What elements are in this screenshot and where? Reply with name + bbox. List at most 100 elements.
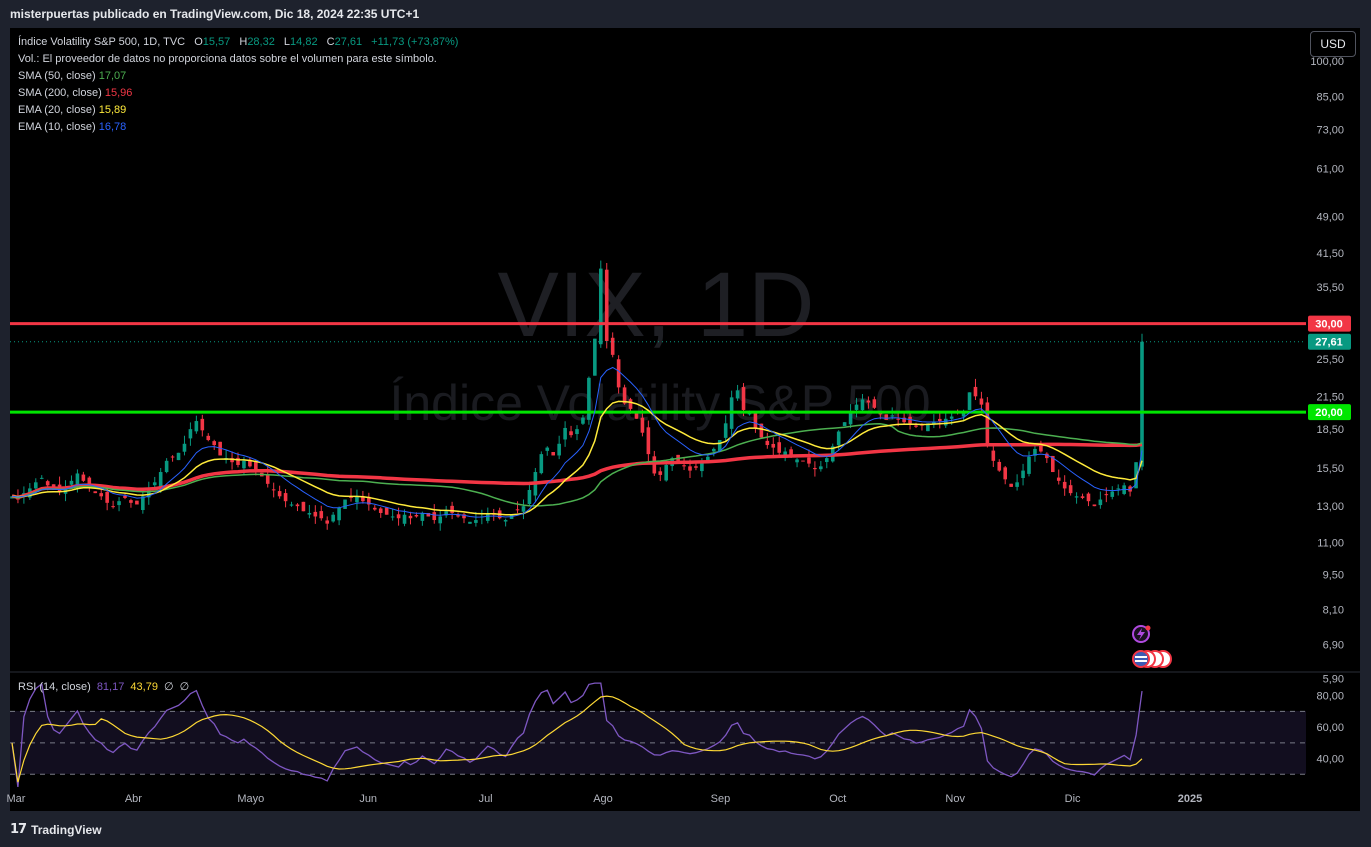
candle[interactable] [587, 376, 591, 425]
time-axis[interactable]: Mar Abr Mayo Jun Jul Ago Sep Oct Nov Dic 2025 [7, 793, 1203, 805]
candle[interactable] [842, 422, 847, 427]
candle[interactable] [1110, 486, 1115, 500]
candle[interactable] [1068, 479, 1073, 496]
candle[interactable] [563, 421, 567, 447]
candle[interactable] [598, 260, 603, 348]
candle[interactable] [1086, 492, 1091, 507]
candle[interactable] [408, 511, 413, 525]
candle[interactable] [848, 404, 853, 429]
candle[interactable] [283, 489, 288, 508]
candle[interactable] [462, 512, 466, 524]
tradingview-logo[interactable]: 17 TradingView [10, 822, 102, 837]
candle[interactable] [1050, 455, 1055, 473]
candle[interactable] [129, 498, 133, 508]
candle[interactable] [753, 411, 758, 433]
candle[interactable] [967, 392, 972, 410]
candle[interactable] [1098, 491, 1103, 509]
candle[interactable] [539, 451, 544, 475]
candle[interactable] [468, 521, 472, 524]
candle[interactable] [372, 505, 377, 511]
candle[interactable] [985, 397, 990, 448]
candle[interactable] [420, 511, 425, 526]
candle[interactable] [581, 414, 585, 425]
candle[interactable] [349, 488, 353, 502]
candle[interactable] [277, 485, 282, 499]
candle[interactable] [105, 485, 109, 511]
rsi-ma-line[interactable] [11, 695, 1143, 783]
candle[interactable] [937, 412, 942, 429]
rsi-line[interactable] [11, 682, 1143, 787]
candle[interactable] [343, 499, 347, 509]
candle[interactable] [176, 452, 181, 461]
candle[interactable] [711, 447, 716, 457]
candle[interactable] [206, 433, 211, 442]
candle[interactable] [1092, 504, 1097, 507]
candle[interactable] [593, 338, 597, 376]
rsi-pane[interactable]: 80,00 60,00 40,00 [10, 682, 1344, 787]
candle[interactable] [783, 447, 787, 462]
candle[interactable] [527, 484, 532, 507]
candle[interactable] [355, 489, 359, 510]
candle[interactable] [188, 422, 193, 446]
candle[interactable] [402, 509, 407, 527]
candle[interactable] [1062, 475, 1067, 496]
candle[interactable] [152, 476, 157, 488]
candle[interactable] [1003, 465, 1008, 485]
candle[interactable] [200, 414, 205, 437]
candle[interactable] [378, 507, 383, 518]
price-axis[interactable]: 100,00 85,00 73,00 61,00 49,00 41,50 35,50 30,0… [1310, 56, 1344, 686]
candle[interactable] [997, 459, 1002, 472]
candle[interactable] [795, 458, 799, 468]
candle[interactable] [301, 501, 306, 512]
candle[interactable] [146, 481, 151, 505]
us-flag-icon[interactable] [1132, 650, 1150, 668]
candle[interactable] [384, 507, 389, 515]
candle[interactable] [307, 504, 312, 519]
candle[interactable] [604, 262, 609, 349]
candle[interactable] [973, 378, 978, 401]
candle[interactable] [723, 415, 728, 442]
candle[interactable] [1140, 333, 1144, 471]
candle[interactable] [164, 458, 169, 474]
candle[interactable] [337, 506, 341, 526]
candle[interactable] [313, 505, 318, 524]
candle[interactable] [717, 440, 722, 452]
candle[interactable] [1128, 485, 1132, 497]
candle[interactable] [771, 437, 776, 456]
candle[interactable] [1056, 469, 1061, 485]
candle[interactable] [444, 505, 448, 518]
candle[interactable] [319, 505, 324, 521]
currency-button[interactable]: USD [1310, 31, 1356, 57]
candle[interactable] [123, 493, 127, 500]
candle[interactable] [271, 482, 276, 498]
candle[interactable] [111, 500, 115, 509]
candle[interactable] [432, 504, 437, 524]
rsi-legend[interactable]: RSI (14, close) 81,17 43,79 ∅ ∅ [18, 680, 189, 693]
candle[interactable] [575, 425, 579, 441]
candle[interactable] [866, 396, 871, 409]
legend-indicator-ema10[interactable]: EMA (10, close) 16,78 [18, 119, 458, 136]
candle[interactable] [819, 460, 823, 472]
candle[interactable] [325, 516, 330, 530]
candle[interactable] [117, 497, 121, 512]
candle[interactable] [1027, 451, 1031, 477]
sma200-line[interactable] [11, 442, 1143, 500]
candle[interactable] [1039, 440, 1043, 453]
event-icons[interactable] [1132, 625, 1172, 668]
candle[interactable] [521, 499, 526, 520]
candle[interactable] [765, 432, 770, 449]
candle[interactable] [741, 383, 746, 417]
candle[interactable] [224, 450, 228, 464]
candle[interactable] [932, 414, 936, 429]
candle[interactable] [908, 412, 912, 430]
candle[interactable] [289, 501, 294, 507]
candle[interactable] [884, 414, 889, 420]
candle[interactable] [81, 471, 86, 483]
candle[interactable] [658, 467, 663, 482]
candle[interactable] [1015, 474, 1019, 491]
candle[interactable] [943, 413, 948, 428]
legend-indicator-sma200[interactable]: SMA (200, close) 15,96 [18, 85, 458, 102]
candle[interactable] [801, 460, 805, 462]
candle[interactable] [860, 394, 865, 413]
